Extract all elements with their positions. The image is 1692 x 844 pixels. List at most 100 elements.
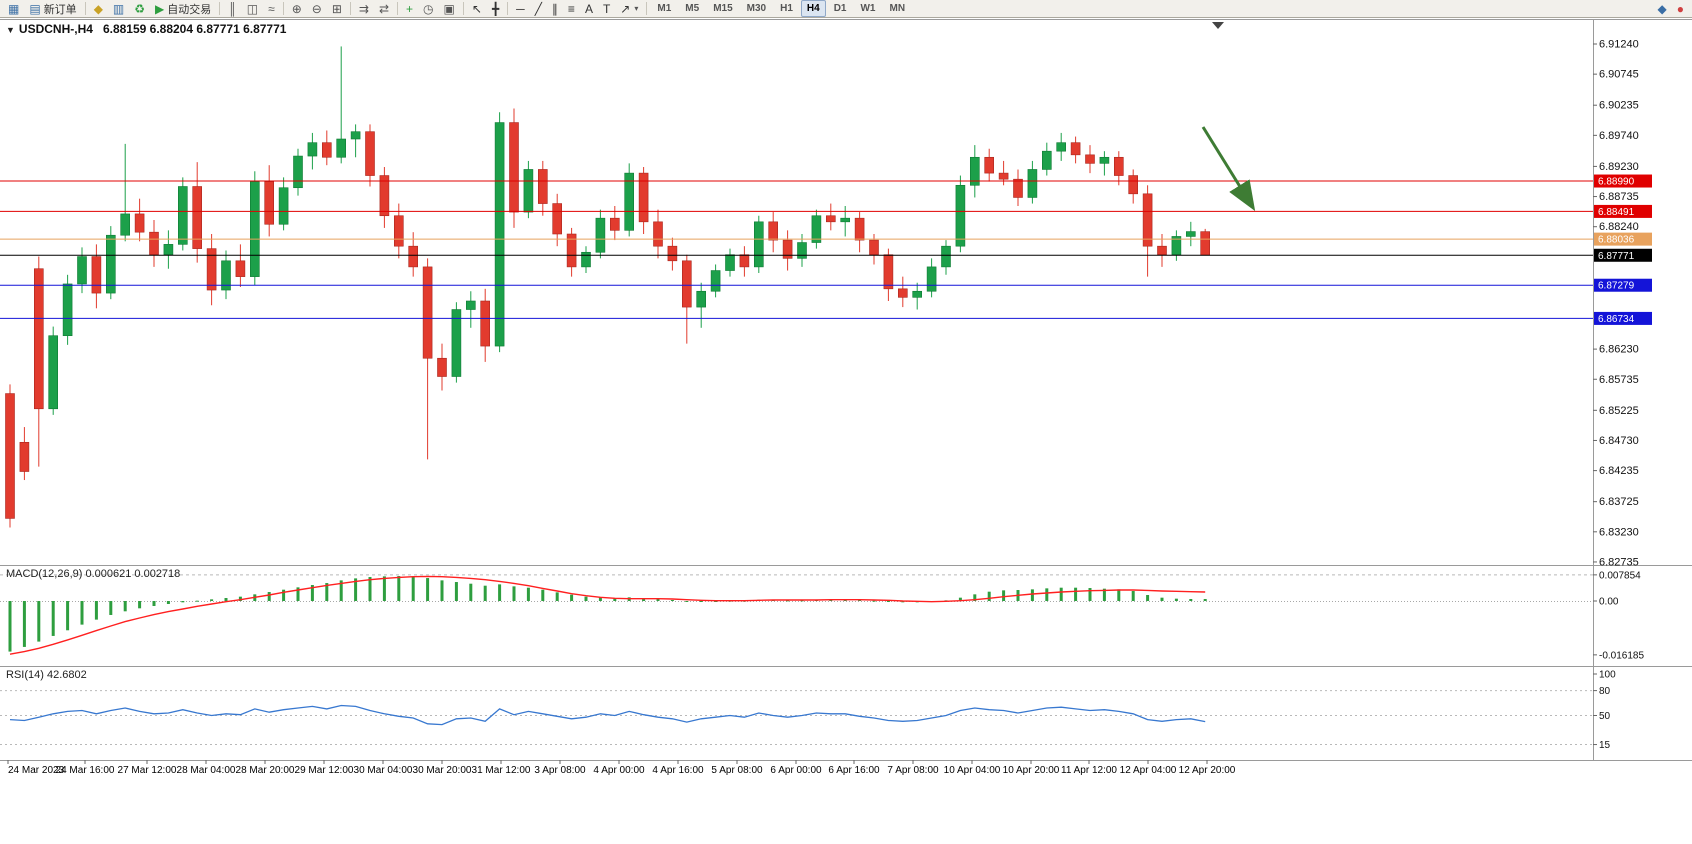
svg-text:6.85735: 6.85735: [1599, 374, 1639, 386]
tile-windows-button[interactable]: ⊞: [327, 0, 347, 18]
macd-histogram: [8, 576, 1207, 652]
svg-text:10 Apr 20:00: 10 Apr 20:00: [1003, 765, 1060, 776]
rsi-line: [9, 704, 1206, 726]
arrow-annotation[interactable]: [1201, 126, 1256, 212]
svg-text:30 Mar 20:00: 30 Mar 20:00: [413, 765, 472, 776]
price-level-lines[interactable]: [0, 180, 1593, 319]
hline-tool-button[interactable]: ─: [511, 0, 530, 18]
chart-shift-button[interactable]: ⇄: [374, 0, 394, 18]
toolbar-separator: [397, 2, 399, 15]
svg-text:24 Mar 16:00: 24 Mar 16:00: [56, 765, 115, 776]
cursor-icon: ↖: [471, 1, 482, 16]
svg-text:28 Mar 04:00: 28 Mar 04:00: [177, 765, 236, 776]
toolbar: ▦ ▤ 新订单 ◆ ▥ ♻ ▶ 自动交易 ║ ◫ ≈ ⊕ ⊖ ⊞ ⇉ ⇄ + ◷ ▣ ↖ ╋ ─ ╱ ∥ ≡ A T ↗ ▾ M1 M5 M1…: [0, 0, 1692, 18]
zoom-out-button[interactable]: ⊖: [307, 0, 327, 18]
svg-text:24 Mar 2023: 24 Mar 2023: [8, 765, 65, 776]
timeframe-h4[interactable]: H4: [800, 0, 826, 17]
toolbar-separator: [349, 2, 351, 15]
svg-text:6.88735: 6.88735: [1599, 191, 1639, 203]
notifications-button[interactable]: ●: [1672, 0, 1689, 18]
refresh-button[interactable]: ♻: [129, 0, 150, 18]
chart-ohlc-values: 6.88159 6.88204 6.87771 6.87771: [102, 22, 287, 36]
cursor-button[interactable]: ↖: [467, 0, 487, 18]
templates-button[interactable]: ▣: [439, 0, 460, 18]
svg-text:3 Apr 08:00: 3 Apr 08:00: [534, 765, 586, 776]
rsi-indicator-header: RSI(14) 42.6802: [6, 669, 87, 681]
timeframe-m5[interactable]: M5: [685, 3, 700, 14]
timeframe-h1[interactable]: H1: [780, 3, 793, 14]
timeframe-mn[interactable]: MN: [889, 3, 906, 14]
toolbar-separator: [84, 2, 86, 15]
svg-text:6.82735: 6.82735: [1599, 556, 1639, 568]
fibonacci-tool-button[interactable]: ≡: [563, 0, 580, 18]
auto-scroll-icon: ⇉: [358, 1, 369, 16]
svg-text:6.89230: 6.89230: [1599, 161, 1639, 173]
auto-scroll-button[interactable]: ⇉: [354, 0, 374, 18]
periods-button[interactable]: ◷: [418, 0, 438, 18]
timeframe-m15[interactable]: M15: [713, 3, 733, 14]
svg-text:6.87771: 6.87771: [1598, 251, 1635, 262]
arrows-tool-button[interactable]: ↗ ▾: [615, 0, 643, 18]
new-order-icon: ▤: [29, 1, 41, 16]
svg-text:31 Mar 12:00: 31 Mar 12:00: [472, 765, 531, 776]
svg-text:6.86230: 6.86230: [1599, 344, 1639, 356]
line-chart-icon: ≈: [268, 1, 275, 16]
candlestick-chart-button[interactable]: ◫: [242, 0, 263, 18]
timeframe-m30[interactable]: M30: [746, 3, 767, 14]
trendline-tool-icon: ╱: [534, 1, 542, 16]
line-chart-button[interactable]: ≈: [263, 0, 280, 18]
svg-text:15: 15: [1599, 740, 1611, 751]
new-order-button[interactable]: ▤ 新订单: [24, 0, 81, 18]
chart-dropdown-icon[interactable]: ▼: [6, 25, 15, 35]
candlesticks[interactable]: [5, 46, 1210, 528]
community-icon: ◆: [1657, 1, 1667, 16]
svg-text:6 Apr 16:00: 6 Apr 16:00: [828, 765, 880, 776]
indicators-button[interactable]: +: [401, 0, 418, 18]
svg-text:6.85225: 6.85225: [1599, 405, 1639, 417]
bar-chart-button[interactable]: ║: [223, 0, 242, 18]
label-tool-icon: T: [602, 1, 611, 16]
svg-text:0.007854: 0.007854: [1599, 570, 1641, 581]
toolbar-separator: [507, 2, 509, 15]
toolbar-separator: [646, 2, 648, 15]
chart-frame: [0, 19, 1692, 761]
svg-text:6.89740: 6.89740: [1599, 130, 1639, 142]
zoom-in-button[interactable]: ⊕: [287, 0, 307, 18]
new-chart-icon: ▦: [8, 1, 20, 16]
svg-text:6.84730: 6.84730: [1599, 435, 1639, 447]
label-tool-button[interactable]: T: [598, 0, 615, 18]
crosshair-button[interactable]: ╋: [487, 0, 504, 18]
text-tool-button[interactable]: A: [580, 0, 598, 18]
svg-text:6.88491: 6.88491: [1598, 207, 1635, 218]
svg-text:-0.016185: -0.016185: [1599, 650, 1644, 661]
svg-text:6.84235: 6.84235: [1599, 465, 1639, 477]
autotrading-button[interactable]: ▶ 自动交易: [150, 0, 216, 18]
zoom-in-icon: ⊕: [291, 1, 302, 16]
text-tool-icon: A: [584, 1, 593, 16]
community-button[interactable]: ◆: [1653, 0, 1672, 18]
channel-tool-button[interactable]: ∥: [547, 0, 563, 18]
macd-indicator-header: MACD(12,26,9) 0.000621 0.002718: [6, 568, 181, 580]
timeframe-w1[interactable]: W1: [860, 3, 876, 14]
channel-tool-icon: ∥: [551, 1, 558, 16]
macd-signal-line: [9, 575, 1206, 655]
profiles-button[interactable]: ◆: [89, 0, 108, 18]
macd-axis: 0.007854 0.00 -0.016185: [1593, 570, 1644, 661]
zoom-out-icon: ⊖: [311, 1, 322, 16]
crosshair-icon: ╋: [491, 1, 500, 16]
new-order-button-label: 新订单: [43, 3, 77, 16]
autotrading-button-label: 自动交易: [167, 3, 212, 16]
timeframe-d1[interactable]: D1: [833, 3, 847, 14]
svg-text:6.83230: 6.83230: [1599, 526, 1639, 538]
new-chart-button[interactable]: ▦: [3, 0, 24, 18]
svg-text:12 Apr 04:00: 12 Apr 04:00: [1120, 765, 1177, 776]
market-watch-button[interactable]: ▥: [108, 0, 129, 18]
timeframe-m1[interactable]: M1: [657, 3, 672, 14]
trendline-tool-button[interactable]: ╱: [530, 0, 547, 18]
svg-text:28 Mar 20:00: 28 Mar 20:00: [236, 765, 295, 776]
svg-text:6.88240: 6.88240: [1599, 221, 1639, 233]
templates-icon: ▣: [443, 1, 455, 16]
candlestick-chart-icon: ◫: [246, 1, 259, 16]
